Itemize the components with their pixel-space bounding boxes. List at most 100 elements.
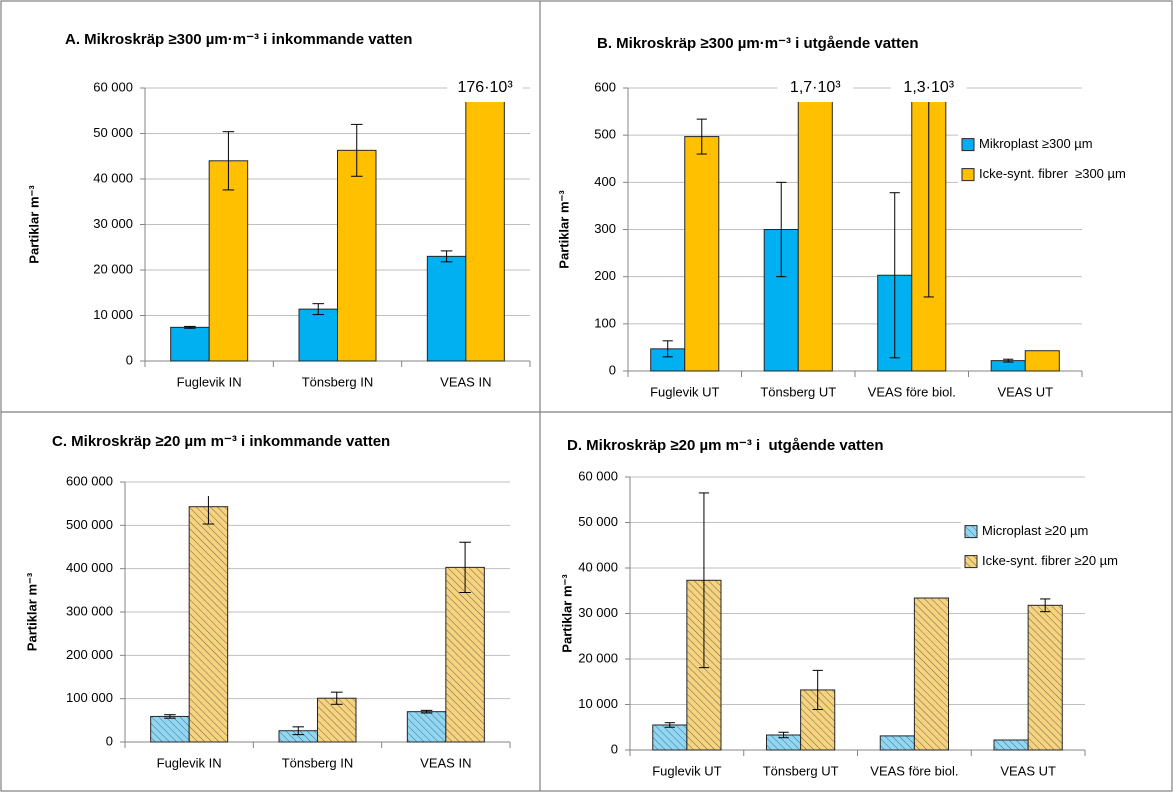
y-tick-label: 50 000	[93, 125, 133, 140]
bar	[188, 506, 229, 743]
bar	[1027, 604, 1063, 751]
y-tick-label: 20 000	[93, 261, 133, 276]
legend-bg	[961, 519, 1171, 544]
y-tick-label: 600 000	[66, 473, 113, 488]
y-tick-label: 10 000	[93, 307, 133, 322]
error-bar	[778, 731, 789, 739]
y-tick-label: 300	[594, 221, 616, 236]
x-tick-label: VEAS UT	[1000, 763, 1056, 778]
y-tick-label: 30 000	[578, 605, 618, 620]
y-tick-label: 400 000	[66, 560, 113, 575]
y-tick-label: 600	[594, 79, 616, 94]
legend-bg	[958, 162, 1171, 187]
x-tick-label: Tönsberg IN	[302, 374, 374, 389]
error-bar	[202, 496, 215, 525]
x-tick-label: Fuglevik UT	[652, 763, 721, 778]
legend-swatch	[961, 138, 975, 152]
bar	[298, 308, 338, 362]
bar	[426, 255, 467, 362]
y-tick-label: 30 000	[93, 216, 133, 231]
x-tick-label: Tönsberg UT	[760, 384, 836, 399]
legend-swatch	[964, 525, 978, 539]
error-bar	[662, 340, 673, 358]
y-axis-label: Partiklar m⁻³	[556, 190, 571, 269]
error-bar	[184, 325, 196, 329]
error-bar	[923, 102, 934, 298]
bar	[465, 102, 505, 362]
error-bar	[164, 714, 176, 719]
panel-title: C. Mikroskräp ≥20 µm m⁻³ i inkommande va…	[52, 433, 390, 450]
y-tick-label: 0	[611, 741, 618, 756]
bar	[993, 739, 1029, 751]
legend-label: Icke-synt. fibrer ≥300 µm	[979, 166, 1126, 181]
value-label: 1,3·10³	[903, 79, 954, 96]
x-tick-label: VEAS före biol.	[868, 384, 956, 399]
bar	[797, 102, 833, 372]
y-axis-label: Partiklar m⁻³	[24, 572, 39, 651]
error-bar	[1040, 598, 1051, 613]
error-bar	[312, 303, 325, 316]
bar	[317, 697, 357, 743]
y-tick-label: 500 000	[66, 517, 113, 532]
bar	[879, 735, 915, 751]
value-label: 176·10³	[458, 79, 514, 96]
x-tick-label: VEAS UT	[997, 384, 1053, 399]
y-tick-label: 200	[594, 268, 616, 283]
y-tick-label: 20 000	[578, 650, 618, 665]
value-label-bg	[890, 78, 967, 98]
y-tick-label: 0	[609, 362, 616, 377]
y-tick-label: 40 000	[93, 170, 133, 185]
x-tick-label: Fuglevik IN	[177, 374, 242, 389]
x-tick-label: Fuglevik IN	[157, 755, 222, 770]
error-bar	[812, 669, 823, 711]
error-bar	[1003, 358, 1014, 363]
y-tick-label: 500	[594, 127, 616, 142]
bar	[208, 160, 249, 362]
bar	[652, 724, 688, 751]
error-bar	[440, 250, 453, 263]
error-bar	[696, 118, 707, 155]
panel-title: D. Mikroskräp ≥20 µm m⁻³ i utgående vatt…	[567, 437, 884, 454]
y-tick-label: 400	[594, 174, 616, 189]
y-tick-label: 60 000	[578, 468, 618, 483]
y-tick-label: 0	[106, 733, 113, 748]
y-axis-label: Partiklar m⁻³	[559, 574, 574, 653]
y-tick-label: 50 000	[578, 514, 618, 529]
bar	[170, 326, 210, 362]
bar	[150, 715, 190, 743]
error-bar	[222, 131, 235, 191]
error-bar	[698, 492, 710, 669]
error-bar	[330, 691, 343, 705]
x-tick-label: VEAS före biol.	[870, 763, 958, 778]
bar	[406, 711, 447, 743]
bar	[913, 597, 949, 751]
error-bar	[776, 181, 787, 278]
bar	[337, 149, 377, 362]
y-axis-label: Partiklar m⁻³	[26, 185, 41, 264]
x-tick-label: Tönsberg UT	[763, 763, 839, 778]
panel-title: B. Mikroskräp ≥300 µm·m⁻³ i utgående vat…	[597, 35, 919, 52]
legend-label: Microplast ≥20 µm	[982, 523, 1088, 538]
x-tick-label: Fuglevik UT	[650, 384, 719, 399]
legend-label: Mikroplast ≥300 µm	[979, 136, 1093, 151]
legend-swatch	[964, 555, 978, 569]
y-tick-label: 10 000	[578, 696, 618, 711]
error-bar	[889, 192, 900, 359]
y-tick-label: 60 000	[93, 79, 133, 94]
error-bar	[350, 123, 363, 177]
y-tick-label: 100 000	[66, 690, 113, 705]
error-bar	[664, 722, 675, 728]
legend-swatch	[961, 168, 975, 182]
y-tick-label: 200 000	[66, 647, 113, 662]
panel-title: A. Mikroskräp ≥300 µm·m⁻³ i inkommande v…	[65, 31, 412, 48]
value-label-bg	[777, 78, 854, 98]
bar	[1024, 350, 1060, 372]
x-tick-label: VEAS IN	[420, 755, 471, 770]
value-label-bg	[447, 78, 524, 98]
legend-label: Icke-synt. fibrer ≥20 µm	[982, 553, 1118, 568]
error-bar	[420, 709, 433, 714]
x-tick-label: Tönsberg IN	[282, 755, 354, 770]
error-bar	[292, 726, 305, 736]
